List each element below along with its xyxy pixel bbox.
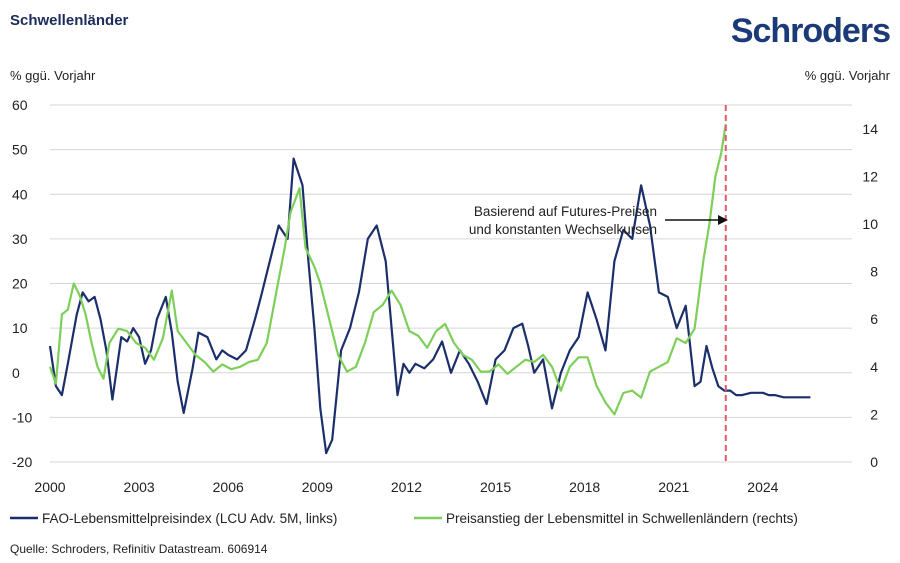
- y-right-tick-label: 4: [870, 359, 878, 375]
- legend-label-fao: FAO-Lebensmittelpreisindex (LCU Adv. 5M,…: [42, 511, 337, 526]
- chart-title: Schwellenländer: [10, 12, 129, 29]
- x-tick-label: 2012: [391, 479, 422, 495]
- legend: FAO-Lebensmittelpreisindex (LCU Adv. 5M,…: [10, 511, 798, 526]
- y-left-tick-label: 60: [12, 97, 28, 113]
- y-right-tick-label: 8: [870, 264, 878, 280]
- y-left-tick-label: -20: [12, 454, 32, 470]
- series-line-fao: [48, 157, 811, 455]
- y-right-tick-label: 12: [862, 168, 878, 184]
- y-left-axis-label: % ggü. Vorjahr: [10, 68, 96, 83]
- source-note: Quelle: Schroders, Refinitiv Datastream.…: [10, 542, 268, 556]
- annotation-line-2: und konstanten Wechselkursen: [469, 222, 657, 237]
- y-left-tick-label: 50: [12, 142, 28, 158]
- x-tick-label: 2021: [658, 479, 689, 495]
- x-tick-label: 2003: [124, 479, 155, 495]
- y-left-ticks: 60 50 40 30 20 10 0 -10 -20: [12, 97, 32, 470]
- x-tick-label: 2006: [213, 479, 244, 495]
- x-tick-label: 2024: [747, 479, 778, 495]
- legend-label-emerging: Preisanstieg der Lebensmittel in Schwell…: [446, 511, 798, 526]
- y-left-tick-label: -10: [12, 409, 32, 425]
- y-left-tick-label: 30: [12, 231, 28, 247]
- y-left-tick-label: 0: [12, 365, 20, 381]
- annotation-arrowhead-icon: [718, 215, 728, 225]
- y-right-tick-label: 14: [862, 121, 878, 137]
- annotation: Basierend auf Futures-Preisen und konsta…: [469, 204, 728, 237]
- gridlines: [50, 104, 852, 463]
- series-line-emerging: [48, 123, 727, 416]
- x-tick-label: 2009: [302, 479, 333, 495]
- annotation-line-1: Basierend auf Futures-Preisen: [474, 204, 657, 219]
- series-lines: [48, 123, 811, 455]
- schroders-logo: Schroders: [731, 12, 890, 50]
- y-right-tick-label: 2: [870, 406, 878, 422]
- x-tick-label: 2018: [569, 479, 600, 495]
- y-right-ticks: 14 12 10 8 6 4 2 0: [862, 121, 878, 470]
- y-left-tick-label: 20: [12, 276, 28, 292]
- y-right-tick-label: 10: [862, 216, 878, 232]
- x-tick-label: 2015: [480, 479, 511, 495]
- x-ticks: 2000 2003 2006 2009 2012 2015 2018 2021 2024: [34, 479, 778, 495]
- x-tick-label: 2000: [34, 479, 65, 495]
- y-right-tick-label: 6: [870, 311, 878, 327]
- y-left-tick-label: 40: [12, 186, 28, 202]
- y-right-tick-label: 0: [870, 454, 878, 470]
- y-left-tick-label: 10: [12, 320, 28, 336]
- y-right-axis-label: % ggü. Vorjahr: [805, 68, 891, 83]
